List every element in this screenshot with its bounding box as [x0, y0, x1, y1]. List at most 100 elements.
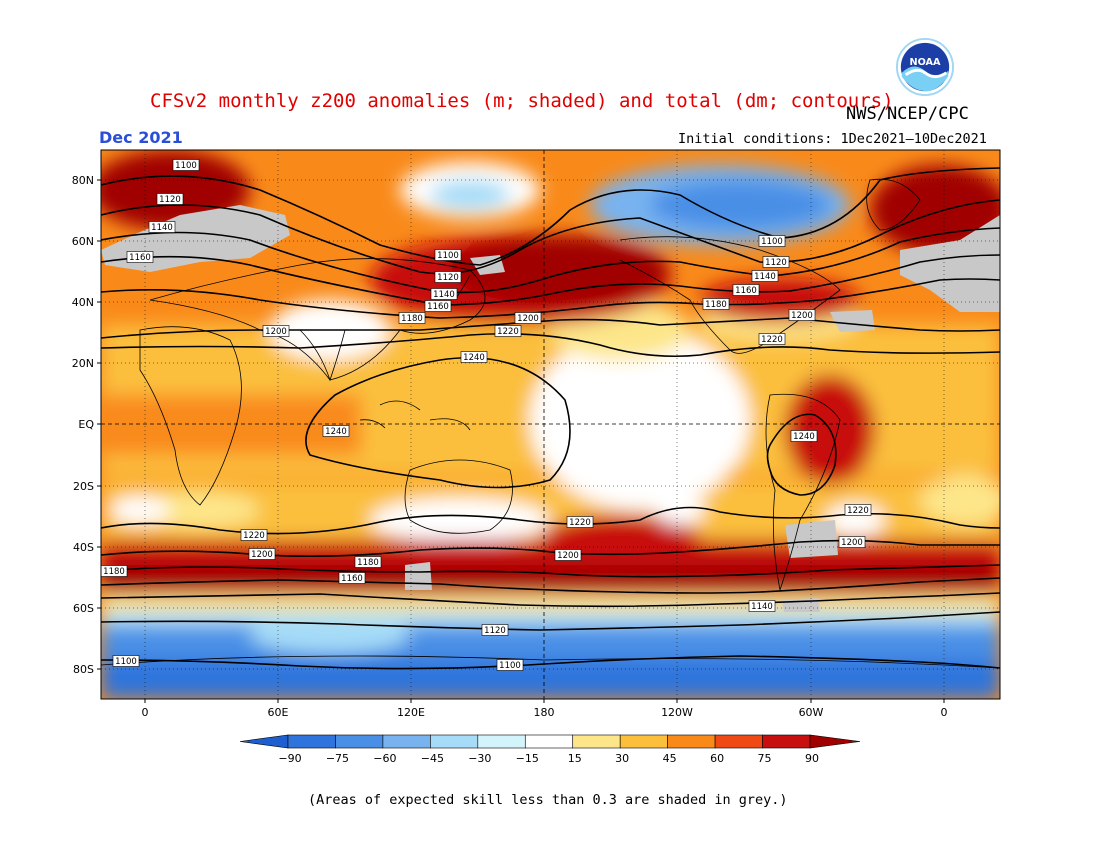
contour-label: 1240 [325, 427, 347, 437]
lat-label: EQ [78, 418, 94, 431]
colorbar-label: −30 [468, 752, 491, 765]
colorbar-label: 75 [758, 752, 772, 765]
contour-1120-sh [101, 611, 1000, 631]
colorbar-box [524, 734, 574, 749]
contour-label: 1180 [705, 300, 727, 310]
contour-label: 1220 [761, 335, 783, 345]
noaa-logo-icon: NOAA [896, 38, 954, 96]
coastlines [101, 178, 1000, 669]
contour-label: 1220 [497, 327, 519, 337]
colorbar-box [762, 734, 811, 749]
contour-label: 1120 [437, 273, 459, 283]
colorbar-label: 45 [663, 752, 677, 765]
lat-label: 20S [73, 480, 94, 493]
colorbar-arrow-low [239, 734, 289, 749]
contour-label: 1200 [557, 551, 579, 561]
colorbar-label: −60 [373, 752, 396, 765]
colorbar-box [335, 734, 384, 749]
lat-label: 80S [73, 663, 94, 676]
contour-label: 1140 [151, 223, 173, 233]
contour-1240-tropics-pacific [305, 356, 571, 489]
contour-label: 1100 [437, 251, 459, 261]
contour-1180-nh [101, 278, 1000, 319]
contour-label: 1220 [243, 531, 265, 541]
lat-label: 60S [73, 602, 94, 615]
colorbar-box [382, 734, 431, 749]
svg-text:NOAA: NOAA [910, 57, 942, 68]
contour-1200-nh [101, 317, 1000, 339]
contour-label: 1120 [765, 258, 787, 268]
colorbar-box [287, 734, 336, 749]
lon-label: 180 [534, 706, 555, 719]
lon-label: 120E [397, 706, 425, 719]
contour-label: 1240 [793, 432, 815, 442]
contour-label: 1160 [735, 286, 757, 296]
contour-labels: 1100 1100 1100 1100 1100 1120 1120 1120 1120 1140… [101, 159, 872, 671]
lon-label: 0 [142, 706, 149, 719]
longitude-axis: 0 60E 120E 180 120W 60W 0 [142, 699, 948, 719]
lat-label: 20N [72, 357, 94, 370]
lon-label: 60E [268, 706, 289, 719]
contour-label: 1200 [841, 538, 863, 548]
contour-label: 1100 [761, 237, 783, 247]
contour-1240-tropics-sa [766, 413, 837, 496]
colorbar-label: 15 [568, 752, 582, 765]
contour-1120-nh [101, 199, 1000, 275]
contour-label: 1140 [433, 290, 455, 300]
colorbar-arrow-high [809, 734, 861, 749]
lon-label: 60W [799, 706, 824, 719]
contour-label: 1200 [251, 550, 273, 560]
colorbar-box [572, 734, 621, 749]
colorbar-label: −75 [326, 752, 349, 765]
contour-label: 1160 [427, 302, 449, 312]
lon-label: 120W [661, 706, 693, 719]
lon-label: 0 [941, 706, 948, 719]
contour-1100-sh [101, 655, 1000, 670]
contour-label: 1140 [754, 272, 776, 282]
contour-label: 1200 [517, 314, 539, 324]
initial-conditions: Initial conditions: 1Dec2021–10Dec2021 [678, 131, 987, 147]
contour-label: 1220 [569, 518, 591, 528]
colorbar-box [667, 734, 716, 749]
contour-1220-nh [101, 332, 1000, 358]
contour-1180-sh [101, 564, 1000, 578]
colorbar-box [619, 734, 668, 749]
lat-label: 40N [72, 296, 94, 309]
colorbar-box [477, 734, 526, 749]
contour-1140-sh [101, 592, 1000, 608]
lat-label: 40S [73, 541, 94, 554]
contour-label: 1160 [341, 574, 363, 584]
lat-label: 60N [72, 235, 94, 248]
contour-label: 1100 [115, 657, 137, 667]
contour-label: 1120 [484, 626, 506, 636]
colorbar-label: 60 [710, 752, 724, 765]
contour-label: 1160 [129, 253, 151, 263]
lat-label: 80N [72, 174, 94, 187]
contour-label: 1200 [265, 327, 287, 337]
skill-footnote: (Areas of expected skill less than 0.3 a… [308, 792, 788, 808]
contour-label: 1180 [357, 558, 379, 568]
contour-1100-nh-west [101, 167, 1000, 266]
colorbar-label: 30 [615, 752, 629, 765]
contour-1160-sh [101, 577, 1000, 594]
contour-label: 1220 [847, 506, 869, 516]
contour-label: 1200 [791, 311, 813, 321]
colorbar-box [430, 734, 479, 749]
colorbar-label: −45 [421, 752, 444, 765]
colorbar-label: −90 [278, 752, 301, 765]
map-title: CFSv2 monthly z200 anomalies (m; shaded)… [150, 90, 894, 112]
latitude-axis: 80N 60N 40N 20N EQ 20S 40S 60S 80S [72, 174, 101, 676]
colorbar-box [714, 734, 763, 749]
forecast-month: Dec 2021 [99, 128, 183, 147]
contour-1140-nh [101, 227, 1000, 294]
contour-1160-nh [101, 254, 1000, 306]
contour-label: 1180 [401, 314, 423, 324]
org-label: NWS/NCEP/CPC [846, 104, 969, 124]
contour-label: 1240 [463, 353, 485, 363]
colorbar-label: 90 [805, 752, 819, 765]
colorbar: −90 −75 −60 −45 −30 −15 15 30 45 60 75 90 [239, 734, 861, 765]
contour-label: 1140 [751, 602, 773, 612]
contour-label: 1100 [175, 161, 197, 171]
contour-label: 1180 [103, 567, 125, 577]
